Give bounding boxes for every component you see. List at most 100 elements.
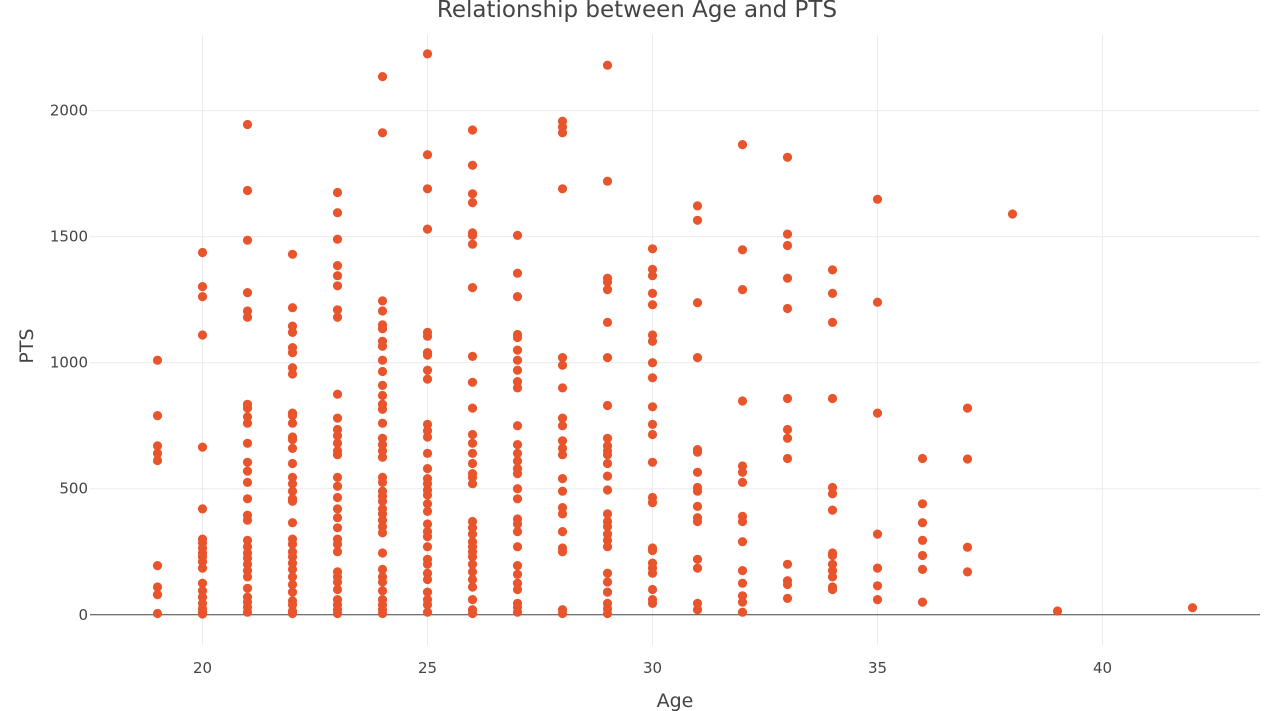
data-point[interactable] (197, 330, 208, 340)
data-point[interactable] (737, 607, 748, 617)
data-point[interactable] (377, 341, 388, 351)
data-point[interactable] (422, 490, 433, 500)
data-point[interactable] (422, 49, 433, 59)
data-point[interactable] (692, 598, 703, 609)
data-point[interactable] (467, 574, 478, 585)
data-point[interactable] (872, 297, 883, 307)
data-point[interactable] (962, 403, 973, 413)
data-point[interactable] (647, 498, 658, 508)
data-point[interactable] (512, 542, 523, 552)
data-point[interactable] (422, 519, 433, 529)
data-point[interactable] (197, 609, 208, 619)
data-point[interactable] (692, 447, 703, 457)
data-point[interactable] (782, 273, 793, 283)
data-point[interactable] (557, 486, 568, 496)
data-point[interactable] (872, 595, 883, 605)
data-point[interactable] (242, 306, 253, 316)
data-point[interactable] (287, 552, 298, 562)
data-point[interactable] (602, 353, 613, 363)
data-point[interactable] (422, 607, 433, 617)
data-point[interactable] (647, 271, 658, 281)
data-point[interactable] (287, 608, 298, 619)
data-point[interactable] (242, 403, 253, 413)
data-point[interactable] (242, 418, 253, 428)
data-point[interactable] (332, 584, 343, 595)
data-point[interactable] (512, 268, 523, 278)
data-point[interactable] (602, 285, 613, 295)
data-point[interactable] (242, 542, 253, 552)
data-point[interactable] (377, 324, 388, 334)
data-point[interactable] (647, 598, 658, 609)
data-point[interactable] (512, 332, 523, 343)
data-point[interactable] (332, 492, 343, 503)
data-point[interactable] (647, 300, 658, 310)
data-point[interactable] (602, 176, 613, 186)
data-point[interactable] (737, 537, 748, 547)
data-point[interactable] (287, 587, 298, 597)
data-point[interactable] (557, 436, 568, 446)
data-point[interactable] (287, 564, 298, 575)
data-point[interactable] (782, 240, 793, 251)
data-point[interactable] (962, 542, 973, 552)
data-point[interactable] (737, 285, 748, 295)
data-point[interactable] (692, 215, 703, 225)
data-point[interactable] (242, 494, 253, 504)
data-point[interactable] (692, 605, 703, 615)
data-point[interactable] (242, 572, 253, 582)
data-point[interactable] (737, 245, 748, 255)
data-point[interactable] (917, 518, 928, 528)
data-point[interactable] (827, 393, 838, 404)
data-point[interactable] (512, 484, 523, 494)
data-point[interactable] (467, 516, 478, 527)
data-point[interactable] (467, 198, 478, 208)
data-point[interactable] (827, 566, 838, 576)
data-point[interactable] (332, 271, 343, 281)
data-point[interactable] (332, 312, 343, 322)
data-point[interactable] (512, 230, 523, 240)
data-point[interactable] (962, 454, 973, 464)
data-point[interactable] (242, 288, 253, 298)
data-point[interactable] (557, 184, 568, 194)
data-point[interactable] (422, 432, 433, 442)
data-point[interactable] (782, 579, 793, 590)
data-point[interactable] (647, 584, 658, 595)
data-point[interactable] (827, 482, 838, 493)
data-point[interactable] (197, 586, 208, 596)
data-point[interactable] (152, 608, 163, 619)
data-point[interactable] (512, 569, 523, 580)
data-point[interactable] (332, 481, 343, 491)
data-point[interactable] (287, 327, 298, 337)
data-point[interactable] (602, 608, 613, 619)
data-point[interactable] (377, 433, 388, 443)
data-point[interactable] (512, 377, 523, 387)
data-point[interactable] (602, 450, 613, 460)
data-point[interactable] (512, 448, 523, 458)
data-point[interactable] (737, 140, 748, 150)
data-point[interactable] (557, 413, 568, 423)
data-point[interactable] (512, 469, 523, 479)
data-point[interactable] (422, 532, 433, 542)
data-point[interactable] (917, 499, 928, 509)
data-point[interactable] (602, 400, 613, 411)
data-point[interactable] (332, 539, 343, 549)
data-point[interactable] (782, 453, 793, 464)
data-point[interactable] (287, 486, 298, 496)
data-point[interactable] (377, 577, 388, 587)
data-point[interactable] (242, 185, 253, 196)
data-point[interactable] (422, 426, 433, 436)
data-point[interactable] (512, 494, 523, 504)
data-point[interactable] (422, 150, 433, 160)
data-point[interactable] (242, 515, 253, 525)
data-point[interactable] (332, 438, 343, 448)
data-point[interactable] (422, 574, 433, 585)
data-point[interactable] (287, 518, 298, 528)
data-point[interactable] (422, 331, 433, 341)
data-point[interactable] (782, 303, 793, 314)
data-point[interactable] (152, 448, 163, 458)
data-point[interactable] (197, 292, 208, 302)
data-point[interactable] (467, 351, 478, 361)
data-point[interactable] (242, 235, 253, 245)
data-point[interactable] (152, 561, 163, 571)
data-point[interactable] (647, 402, 658, 412)
data-point[interactable] (287, 579, 298, 590)
